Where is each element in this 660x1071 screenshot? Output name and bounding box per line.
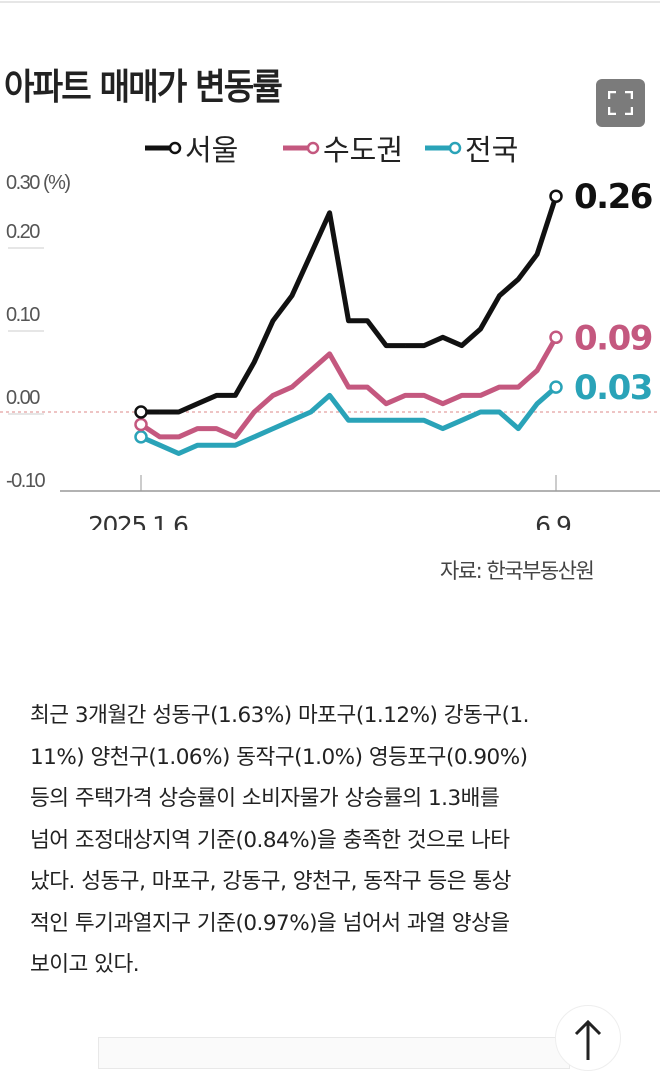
data-point bbox=[551, 332, 562, 343]
end-value-label: 0.03 bbox=[574, 368, 652, 408]
data-point bbox=[551, 382, 562, 393]
top-divider bbox=[0, 1, 660, 3]
chart-title: 아파트 매매가 변동률 bbox=[4, 58, 281, 110]
article-line: 11%) 양천구(1.06%) 동작구(1.0%) 영등포구(0.90%) bbox=[30, 737, 640, 779]
fullscreen-button[interactable] bbox=[596, 79, 645, 127]
legend-label: 전국 bbox=[465, 133, 518, 167]
legend-label: 서울 bbox=[185, 133, 238, 167]
data-point bbox=[136, 407, 147, 418]
legend-marker bbox=[170, 143, 180, 153]
series-전국: 0.03 bbox=[136, 368, 652, 454]
data-point bbox=[136, 419, 147, 430]
article-paragraph: 최근 3개월간 성동구(1.63%) 마포구(1.12%) 강동구(1. 11%… bbox=[30, 695, 640, 986]
arrow-up-icon bbox=[574, 1020, 602, 1060]
y-tick-label: 0.00 bbox=[6, 387, 40, 409]
x-tick-label: 6.9. bbox=[535, 511, 577, 530]
x-tick-label: 2025.1.6. bbox=[88, 511, 194, 530]
y-tick-label: 0.20 bbox=[6, 221, 40, 243]
end-value-label: 0.26 bbox=[574, 177, 652, 217]
data-point bbox=[136, 431, 147, 442]
scroll-top-button[interactable] bbox=[555, 1005, 621, 1071]
y-tick-label: 0.10 bbox=[6, 304, 40, 326]
legend-item: 서울 bbox=[145, 133, 238, 167]
legend-label: 수도권 bbox=[323, 133, 403, 167]
fullscreen-icon bbox=[608, 91, 633, 115]
data-point bbox=[551, 191, 562, 202]
line-chart: 0.30 (%) 0.20 0.10 0.00 -0.10 서울 수도권 전국 2025.1… bbox=[0, 130, 660, 530]
legend-marker bbox=[308, 143, 318, 153]
article-line: 보이고 있다. bbox=[30, 944, 640, 986]
legend-item: 전국 bbox=[425, 133, 518, 167]
legend-marker bbox=[450, 143, 460, 153]
legend-item: 수도권 bbox=[283, 133, 403, 167]
end-value-label: 0.09 bbox=[574, 318, 652, 358]
article-line: 났다. 성동구, 마포구, 강동구, 양천구, 동작구 등은 통상 bbox=[30, 861, 640, 903]
y-tick-label: -0.10 bbox=[6, 470, 45, 492]
series-line bbox=[141, 196, 556, 412]
y-tick-label: 0.30 (%) bbox=[6, 172, 70, 194]
article-line: 최근 3개월간 성동구(1.63%) 마포구(1.12%) 강동구(1. bbox=[30, 695, 640, 737]
article-line: 등의 주택가격 상승률이 소비자물가 상승률의 1.3배를 bbox=[30, 778, 640, 820]
ad-banner[interactable] bbox=[98, 1037, 570, 1069]
source-note: 자료: 한국부동산원 bbox=[440, 555, 593, 585]
article-line: 넘어 조정대상지역 기준(0.84%)을 충족한 것으로 나타 bbox=[30, 820, 640, 862]
article-line: 적인 투기과열지구 기준(0.97%)을 넘어서 과열 양상을 bbox=[30, 903, 640, 945]
